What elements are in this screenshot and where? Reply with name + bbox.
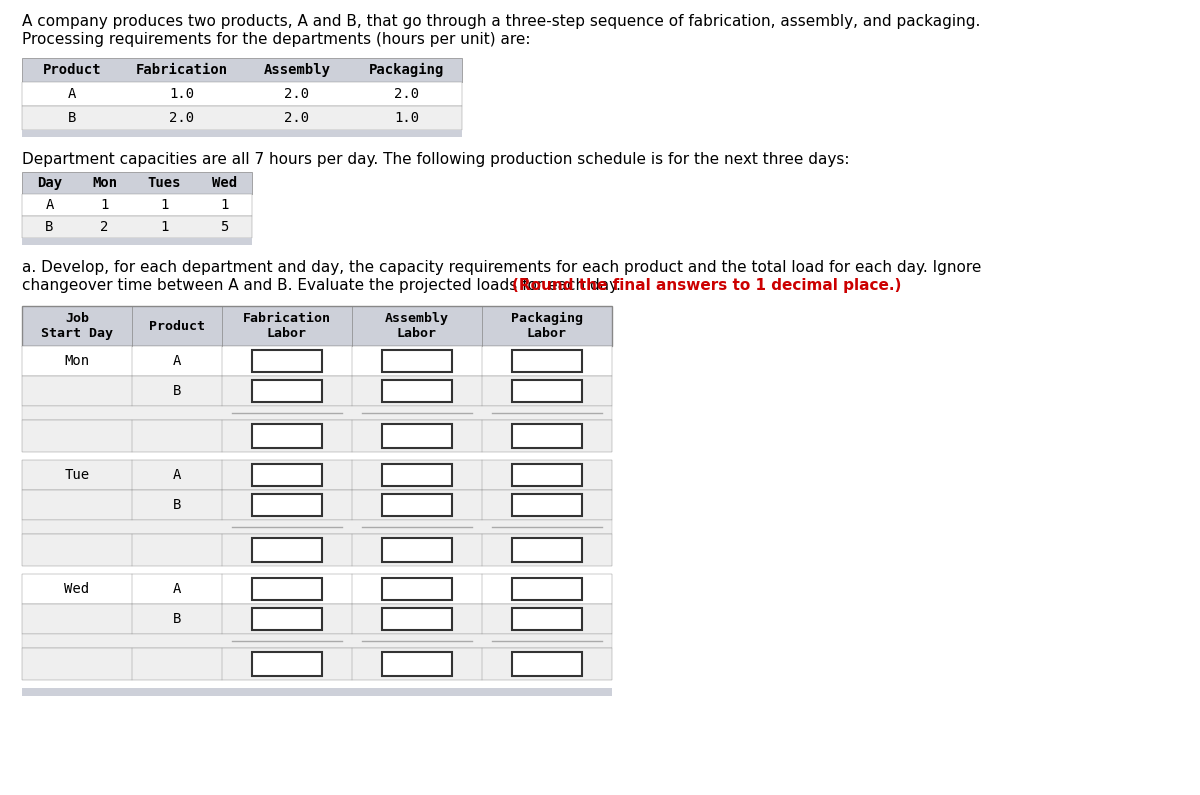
Bar (252, 494, 322, 516)
Bar (382, 538, 452, 562)
Bar (252, 578, 322, 600)
Bar (22, 82, 462, 106)
Text: 2: 2 (101, 220, 109, 234)
Text: B: B (173, 384, 181, 398)
Bar (382, 494, 452, 516)
Bar (252, 424, 322, 448)
Bar (22, 306, 612, 346)
Text: Assembly: Assembly (264, 63, 330, 77)
Bar (252, 464, 322, 486)
Bar (382, 608, 452, 630)
Bar (512, 380, 582, 402)
Bar (22, 420, 612, 452)
Bar (252, 538, 322, 562)
Text: 1: 1 (161, 220, 169, 234)
Text: (Round the final answers to 1 decimal place.): (Round the final answers to 1 decimal pl… (512, 278, 901, 293)
Text: Packaging: Packaging (370, 63, 445, 77)
Text: 1.0: 1.0 (169, 87, 194, 101)
Bar (382, 578, 452, 600)
Text: B: B (173, 612, 181, 626)
Text: B: B (68, 111, 76, 125)
Text: 1.0: 1.0 (395, 111, 420, 125)
Bar (382, 380, 452, 402)
Bar (22, 216, 252, 238)
Bar (252, 350, 322, 372)
Text: changeover time between A and B. Evaluate the projected loads for each day.: changeover time between A and B. Evaluat… (22, 278, 625, 293)
Text: Tues: Tues (148, 176, 181, 190)
Text: 2.0: 2.0 (169, 111, 194, 125)
Text: A company produces two products, A and B, that go through a three-step sequence : A company produces two products, A and B… (22, 14, 980, 29)
Text: Processing requirements for the departments (hours per unit) are:: Processing requirements for the departme… (22, 32, 530, 47)
Bar (252, 380, 322, 402)
Bar (22, 634, 612, 648)
Text: Mon: Mon (65, 354, 90, 368)
Text: Wed: Wed (65, 582, 90, 596)
Bar (22, 346, 612, 376)
Bar (22, 106, 462, 130)
Text: Product: Product (43, 63, 101, 77)
Text: Fabrication: Fabrication (136, 63, 228, 77)
Text: Fabrication
Labor: Fabrication Labor (242, 312, 331, 340)
Bar (22, 520, 612, 534)
Text: B: B (173, 498, 181, 512)
Bar (22, 604, 612, 634)
Text: A: A (173, 468, 181, 482)
Text: Job
Start Day: Job Start Day (41, 312, 113, 340)
Text: 2.0: 2.0 (284, 111, 310, 125)
Text: Product: Product (149, 320, 205, 332)
Bar (22, 130, 462, 137)
Text: B: B (46, 220, 54, 234)
Text: Wed: Wed (212, 176, 238, 190)
Text: A: A (46, 198, 54, 212)
Text: Tue: Tue (65, 468, 90, 482)
Text: A: A (68, 87, 76, 101)
Bar (252, 608, 322, 630)
Text: 2.0: 2.0 (395, 87, 420, 101)
Bar (252, 652, 322, 676)
Text: 1: 1 (101, 198, 109, 212)
Bar (382, 652, 452, 676)
Bar (22, 58, 462, 82)
Bar (22, 194, 252, 216)
Bar (512, 424, 582, 448)
Bar (22, 534, 612, 566)
Bar (512, 578, 582, 600)
Bar (22, 574, 612, 604)
Text: Department capacities are all 7 hours per day. The following production schedule: Department capacities are all 7 hours pe… (22, 152, 850, 167)
Bar (512, 608, 582, 630)
Text: Day: Day (37, 176, 62, 190)
Bar (382, 464, 452, 486)
Bar (22, 406, 612, 420)
Text: Packaging
Labor: Packaging Labor (511, 312, 583, 340)
Bar (22, 490, 612, 520)
Text: 1: 1 (161, 198, 169, 212)
Bar (22, 460, 612, 490)
Bar (22, 238, 252, 245)
Bar (512, 652, 582, 676)
Text: 1: 1 (221, 198, 229, 212)
Text: Mon: Mon (92, 176, 118, 190)
Bar (22, 688, 612, 696)
Bar (22, 376, 612, 406)
Bar (382, 424, 452, 448)
Text: 2.0: 2.0 (284, 87, 310, 101)
Bar (382, 350, 452, 372)
Text: A: A (173, 354, 181, 368)
Bar (22, 648, 612, 680)
Text: A: A (173, 582, 181, 596)
Text: a. Develop, for each department and day, the capacity requirements for each prod: a. Develop, for each department and day,… (22, 260, 982, 275)
Bar (512, 538, 582, 562)
Bar (512, 494, 582, 516)
Text: 5: 5 (221, 220, 229, 234)
Bar (512, 464, 582, 486)
Bar (512, 350, 582, 372)
Text: Assembly
Labor: Assembly Labor (385, 312, 449, 340)
Bar (22, 172, 252, 194)
